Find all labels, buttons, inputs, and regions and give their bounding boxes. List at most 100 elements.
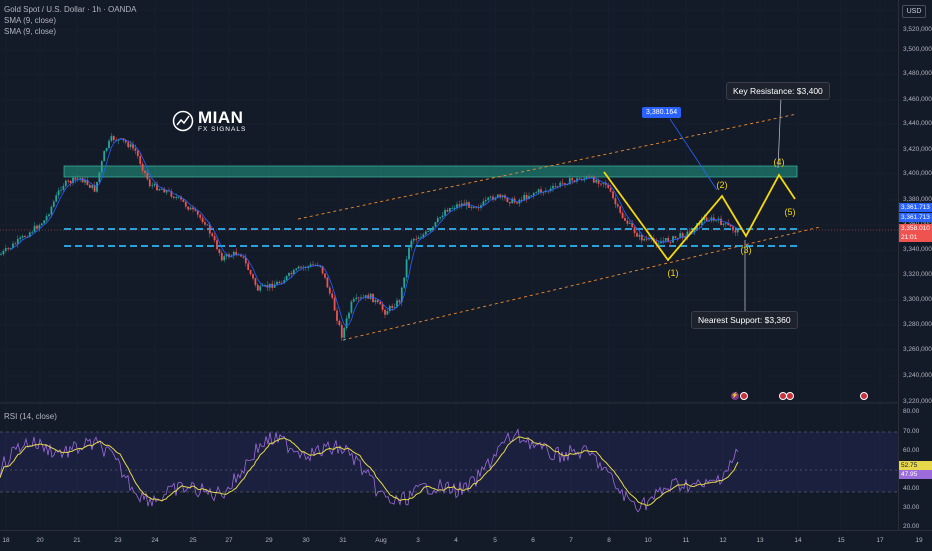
candle-body [633,227,636,233]
price-chart[interactable] [0,0,898,530]
candle-body [283,280,286,284]
candle-body [432,226,434,230]
candle-body [482,201,485,206]
rsi-tick: 70.00 [903,428,920,435]
candle-body [184,201,187,207]
candle-body [516,202,518,204]
candle-body [556,186,559,188]
candle-body [67,180,70,182]
candle-body [434,222,437,227]
candle-body [448,207,451,212]
candle-body [4,248,7,251]
candle-body [616,204,619,207]
nearest-support-callout[interactable]: Nearest Support: $3,360 [691,311,798,329]
rsi-band [0,432,898,492]
candle-body [348,312,350,319]
candle-body [213,235,216,241]
candle-body [676,237,679,239]
candle-body [7,248,10,249]
candle-body [127,142,130,147]
candle-body [552,185,554,189]
candle-body [626,220,629,224]
candle-body [684,236,686,238]
candle-body [256,284,259,291]
candle-body [244,257,247,264]
candle-body [681,233,684,238]
candle-body [410,240,413,248]
candle-body [679,233,682,239]
chart-legend: Gold Spot / U.S. Dollar · 1h · OANDA SMA… [4,4,137,37]
candle-body [564,183,566,185]
candle-body [484,199,487,202]
candle-body [247,263,250,270]
candle-body [734,230,737,233]
candle-body [436,218,439,223]
event-lightning-icon[interactable]: ⚡ [731,392,739,400]
candle-body [590,176,593,178]
candle-body [381,304,384,310]
candle-body [427,231,430,232]
time-axis[interactable] [0,530,932,551]
candle-body [345,318,348,329]
resistance-pointer [777,96,782,169]
candle-body [523,194,526,201]
sma-legend-1[interactable]: SMA (9, close) [4,16,57,25]
rsi-tick: 60.00 [903,447,920,454]
candle-body [357,297,360,299]
price-scale[interactable] [898,0,932,530]
candle-body [458,204,461,206]
us-flag-icon[interactable] [786,392,794,400]
candles [0,133,739,342]
candle-body [391,305,394,308]
candle-body [112,136,115,140]
candle-body [163,189,166,193]
rsi-tick: 20.00 [903,523,920,530]
candle-body [559,182,562,187]
candle-body [693,230,696,233]
candle-body [408,247,410,260]
candle-body [266,284,269,288]
currency-button[interactable]: USD [902,5,926,18]
candle-body [218,249,221,254]
candle-body [40,223,43,226]
candle-body [249,269,252,275]
rsi-legend-label[interactable]: RSI (14, close) [4,412,57,421]
candle-body [664,238,667,241]
candle-body [84,179,86,183]
candle-body [350,301,353,313]
rsi-tick: 80.00 [903,408,920,415]
candle-body [487,197,490,200]
candle-body [355,297,358,299]
candle-body [475,207,478,209]
candle-body [420,237,422,239]
key-resistance-callout[interactable]: Key Resistance: $3,400 [726,82,830,100]
symbol-title[interactable]: Gold Spot / U.S. Dollar · 1h · OANDA [4,5,137,14]
sma-legend-2[interactable]: SMA (9, close) [4,27,57,36]
candle-body [208,224,211,234]
candle-body [429,229,432,232]
countdown-badge: 21:01 [899,233,932,242]
candle-body [216,240,218,250]
candle-body [604,182,607,185]
candle-body [160,189,163,190]
candle-body [336,310,338,321]
us-flag-icon[interactable] [860,392,868,400]
candle-body [12,243,14,248]
price-marker-label[interactable]: 3,380.164 [642,107,682,118]
candle-body [576,178,578,182]
candle-body [280,283,283,284]
candle-body [470,206,473,208]
candle-body [19,237,22,239]
candle-body [156,183,158,191]
candle-body [393,307,396,308]
candle-body [530,195,533,197]
candle-body [36,225,38,229]
price-tick: 3,380,000 [903,196,932,203]
candle-body [386,311,389,315]
price-tick: 3,260,000 [903,346,932,353]
candle-body [223,256,226,261]
candle-body [232,251,235,256]
candle-body [38,225,41,229]
us-flag-icon[interactable] [740,392,748,400]
candle-body [688,231,691,233]
